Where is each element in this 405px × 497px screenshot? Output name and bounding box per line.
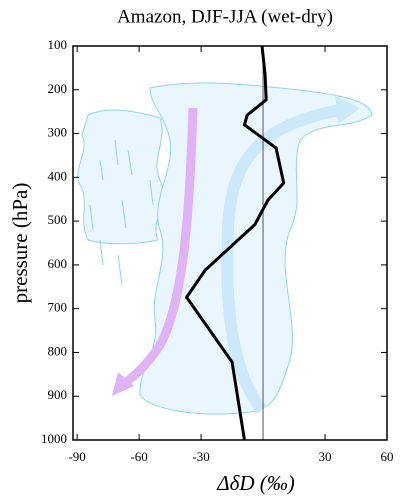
x-tick-label: -30 — [192, 449, 209, 464]
left-region — [78, 110, 163, 244]
y-tick-label: 500 — [48, 212, 68, 227]
y-tick-label: 1000 — [41, 431, 67, 446]
decoration — [78, 83, 372, 414]
x-axis-label: ΔδD (‰) — [216, 471, 295, 495]
y-tick-label: 800 — [48, 343, 68, 358]
y-tick-label: 100 — [48, 37, 68, 52]
chart-title: Amazon, DJF-JJA (wet-dry) — [117, 6, 333, 27]
x-tick-label: 30 — [319, 449, 332, 464]
x-tick-label: 60 — [381, 449, 394, 464]
chart: Amazon, DJF-JJA (wet-dry) ΔδD (‰) pressu… — [0, 0, 405, 497]
y-tick-label: 200 — [48, 81, 68, 96]
x-tick-label: -90 — [68, 449, 85, 464]
y-tick-label: 600 — [48, 256, 68, 271]
y-tick-label: 300 — [48, 125, 68, 140]
y-tick-label: 400 — [48, 168, 68, 183]
y-tick-label: 700 — [48, 300, 68, 315]
y-tick-label: 900 — [48, 387, 68, 402]
y-axis-label: pressure (hPa) — [8, 183, 32, 304]
x-tick-label: -60 — [130, 449, 147, 464]
